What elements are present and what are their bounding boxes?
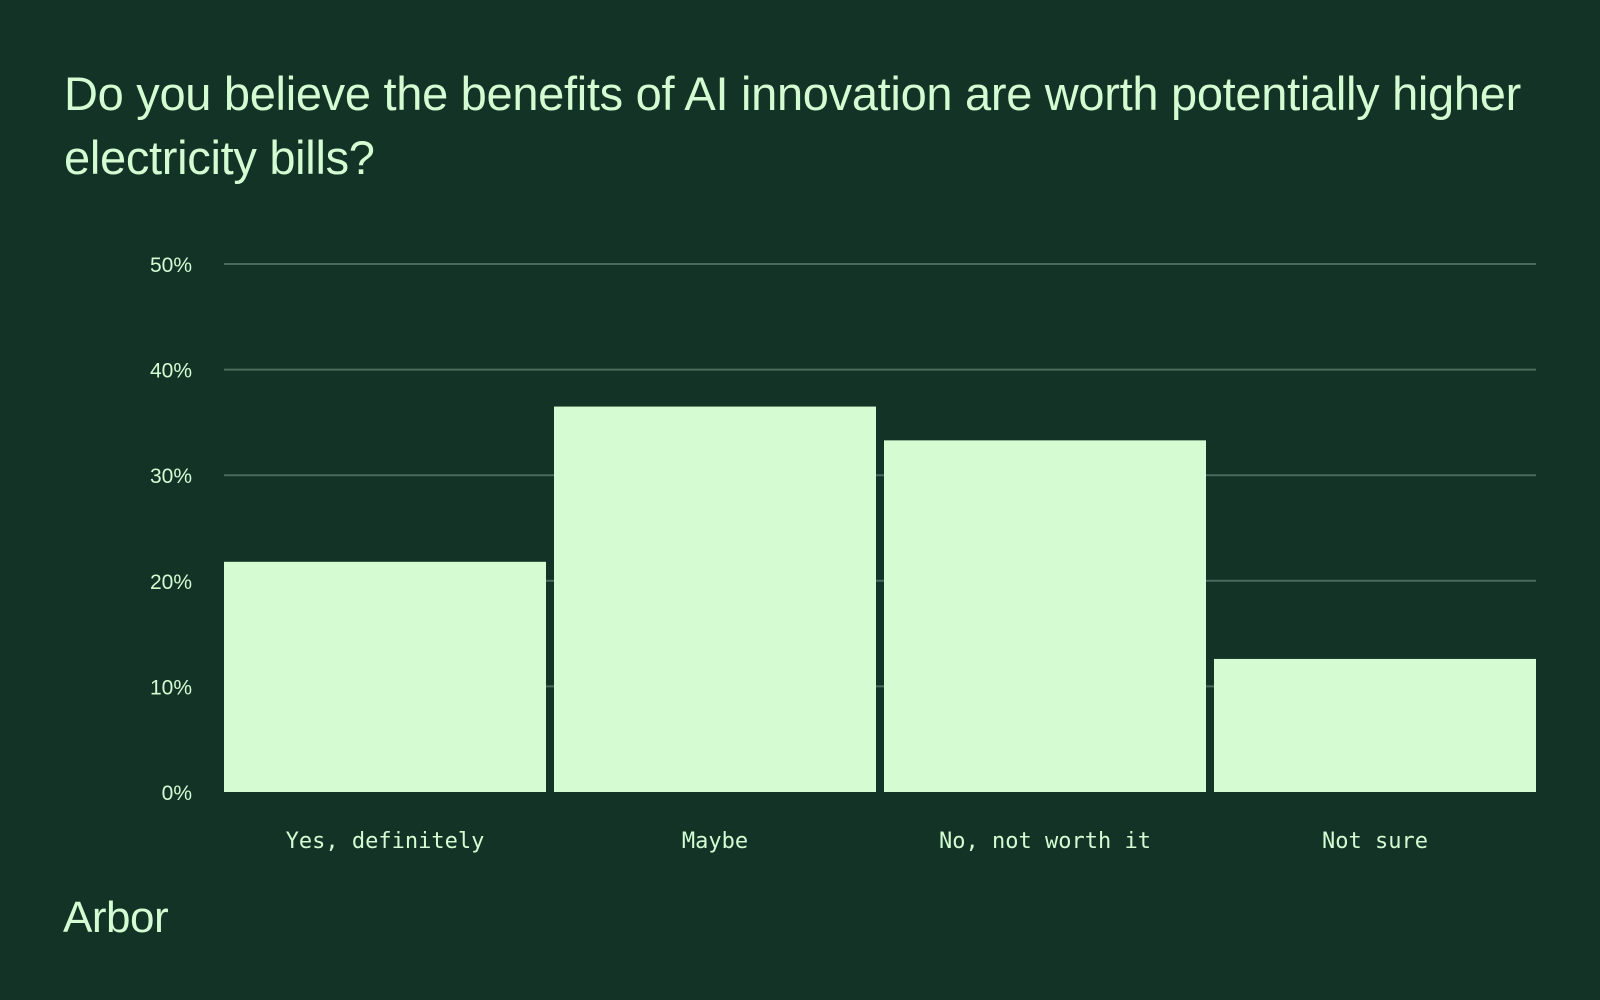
y-tick-label: 0% <box>162 782 192 805</box>
bars <box>224 406 1536 792</box>
y-axis-ticks: 0% 10% 20% 30% 40% 50% <box>150 254 192 805</box>
y-tick-label: 40% <box>150 360 192 383</box>
brand-logo: Arbor <box>63 893 169 942</box>
x-category-label: Not sure <box>1322 829 1428 854</box>
y-tick-label: 20% <box>150 571 192 594</box>
bar-no-not-worth-it <box>884 440 1206 792</box>
chart-title: Do you believe the benefits of AI innova… <box>64 67 1521 184</box>
x-category-label: Yes, definitely <box>286 829 485 854</box>
x-category-label: Maybe <box>682 829 748 854</box>
x-axis-labels: Yes, definitely Maybe No, not worth it Not … <box>286 829 1428 854</box>
y-tick-label: 10% <box>150 676 192 699</box>
y-tick-label: 50% <box>150 254 192 277</box>
bar-yes-definitely <box>224 561 546 792</box>
y-tick-label: 30% <box>150 465 192 488</box>
bar-not-sure <box>1214 658 1536 792</box>
bar-maybe <box>554 406 876 792</box>
x-category-label: No, not worth it <box>939 829 1151 854</box>
